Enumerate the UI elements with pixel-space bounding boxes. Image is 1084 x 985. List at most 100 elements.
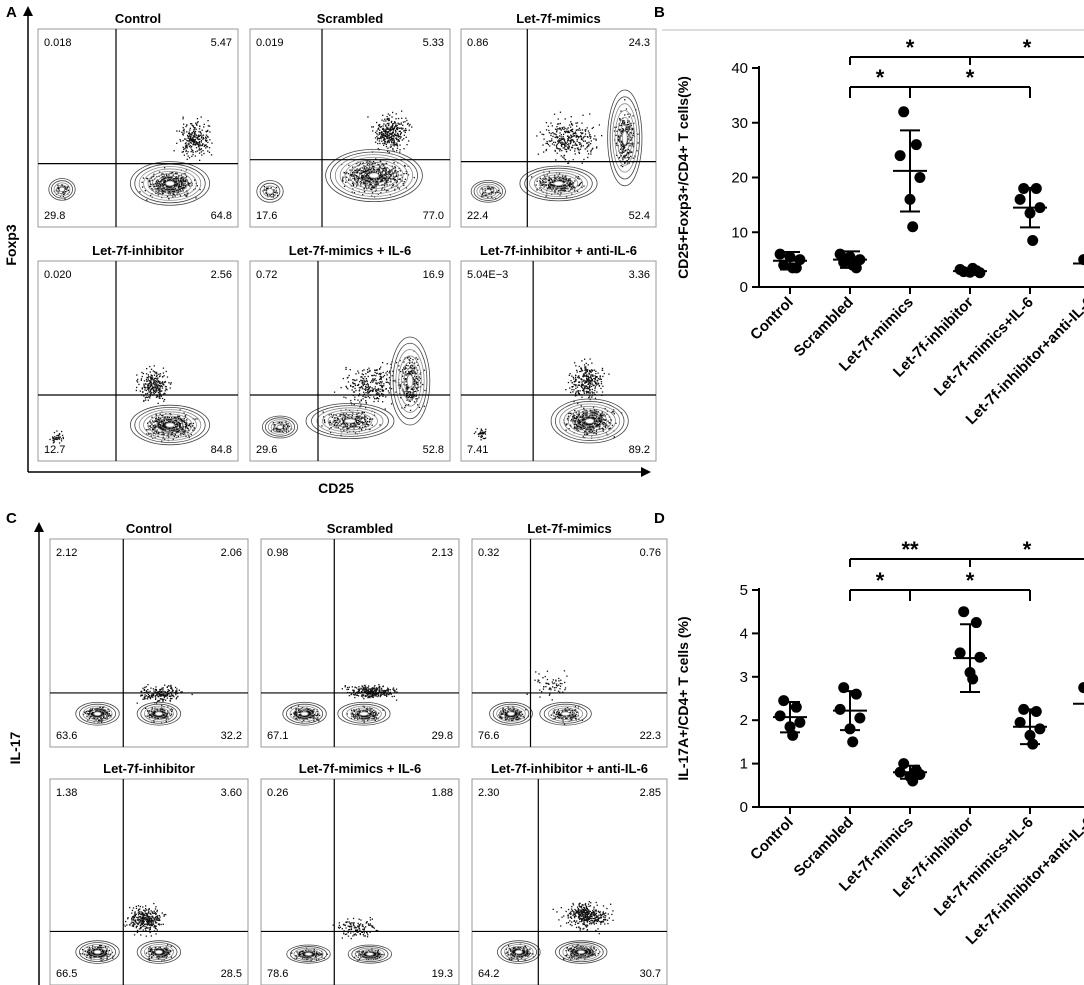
flow-event-dot <box>159 389 161 391</box>
flow-event-dot <box>184 421 186 424</box>
flow-event-dot <box>381 189 383 191</box>
flow-event-dot <box>166 416 169 419</box>
flow-event-dot <box>622 130 624 132</box>
flow-event-dot <box>147 399 149 401</box>
flow-event-dot <box>567 138 569 140</box>
flow-event-dot <box>148 380 150 382</box>
flow-event-dot <box>337 422 339 424</box>
flow-event-dot <box>483 431 486 434</box>
flow-event-dot <box>183 123 185 125</box>
flow-event-dot <box>369 420 371 423</box>
flow-event-dot <box>150 426 152 429</box>
flow-event-dot <box>384 173 386 175</box>
flow-event-dot <box>542 182 544 184</box>
flow-event-dot <box>351 191 353 193</box>
flow-contour-ring <box>403 368 417 394</box>
flow-event-dot <box>580 136 582 138</box>
flow-event-dot <box>588 132 590 134</box>
flow-event-dot <box>569 149 571 151</box>
flow-event-dot <box>188 136 190 138</box>
flow-event-dot <box>351 173 353 175</box>
flow-event-dot <box>403 134 405 136</box>
flow-event-dot <box>189 134 191 137</box>
flow-event-dot <box>161 387 164 389</box>
flow-event-dot <box>365 407 367 409</box>
flow-event-dot <box>194 139 197 141</box>
flow-event-dot <box>347 416 349 419</box>
flow-event-dot <box>185 169 188 171</box>
panel-label-a: A <box>6 4 17 21</box>
flow-event-dot <box>274 424 276 426</box>
flow-event-dot <box>152 377 154 379</box>
flow-event-dot <box>380 135 382 137</box>
flow-event-dot <box>196 124 198 126</box>
flow-event-dot <box>385 174 388 176</box>
flow-event-dot <box>170 176 172 178</box>
flow-event-dot <box>342 176 344 178</box>
flow-contour-ring <box>256 180 284 203</box>
flow-event-dot <box>410 367 412 369</box>
flow-event-dot <box>171 421 173 424</box>
flow-event-dot <box>353 428 355 430</box>
flow-event-dot <box>367 388 369 390</box>
flow-event-dot <box>170 418 172 421</box>
flow-event-dot <box>391 169 393 171</box>
flow-event-dot <box>185 146 187 149</box>
flow-event-dot <box>277 194 279 197</box>
flow-event-dot <box>356 168 358 170</box>
flow-event-dot <box>358 390 360 392</box>
flow-event-dot <box>416 382 418 384</box>
flow-event-dot <box>147 386 149 388</box>
flow-event-dot <box>381 131 383 133</box>
flow-event-dot <box>181 188 184 190</box>
flow-contour-ring <box>259 182 281 200</box>
flow-event-dot <box>626 160 628 162</box>
flow-event-dot <box>373 187 375 189</box>
flow-plot-title: Let-7f-inhibitor <box>92 243 184 258</box>
flow-event-dot <box>381 382 383 384</box>
flow-contour-ring <box>529 169 588 197</box>
flow-event-dot <box>397 134 399 136</box>
flow-event-dot <box>388 134 390 136</box>
flow-event-dot <box>568 146 571 148</box>
flow-event-dot <box>351 389 353 391</box>
flow-event-dot <box>568 184 570 186</box>
flow-event-dot <box>366 389 368 391</box>
flow-event-dot <box>150 376 152 379</box>
flow-event-dot <box>618 136 620 138</box>
flow-event-dot <box>557 118 559 120</box>
flow-event-dot <box>178 181 180 183</box>
flow-event-dot <box>627 139 629 141</box>
flow-event-dot <box>190 151 192 153</box>
flow-event-dot <box>369 178 372 180</box>
flow-event-dot <box>155 385 158 387</box>
flow-event-dot <box>184 183 186 185</box>
flow-event-dot <box>543 138 545 140</box>
flow-event-dot <box>155 192 157 194</box>
flow-contour-ring <box>262 185 277 198</box>
flow-contour-ring <box>389 336 431 426</box>
flow-event-dot <box>166 189 168 191</box>
flow-event-dot <box>395 130 397 132</box>
flow-event-dot <box>376 169 378 171</box>
flow-event-dot <box>393 143 395 145</box>
flow-event-dot <box>399 178 402 180</box>
flow-event-dot <box>418 376 421 378</box>
flow-event-dot <box>359 401 361 403</box>
flow-event-dot <box>365 416 367 418</box>
flow-event-dot <box>175 184 177 186</box>
flow-event-dot <box>385 171 387 173</box>
flow-event-dot <box>176 180 178 182</box>
flow-event-dot <box>378 393 380 395</box>
flow-event-dot <box>362 177 364 179</box>
flow-event-dot <box>373 396 375 398</box>
flow-event-dot <box>382 389 384 391</box>
flow-event-dot <box>568 124 571 126</box>
flow-event-dot <box>364 415 366 417</box>
flow-event-dot <box>363 165 365 167</box>
flow-event-dot <box>58 438 60 440</box>
flow-event-dot <box>149 395 151 397</box>
flow-event-dot <box>169 383 172 385</box>
flow-event-dot <box>385 170 387 173</box>
